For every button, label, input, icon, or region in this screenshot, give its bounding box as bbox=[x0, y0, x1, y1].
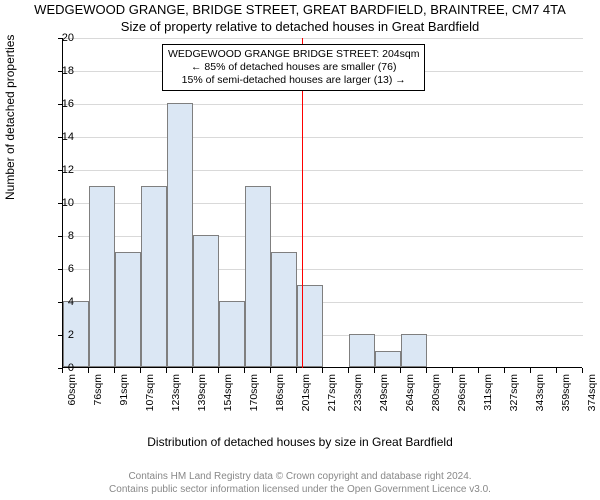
x-axis-label: Distribution of detached houses by size … bbox=[0, 435, 600, 449]
xtick-label: 91sqm bbox=[118, 374, 130, 422]
xtick-mark bbox=[270, 368, 271, 373]
xtick-mark bbox=[322, 368, 323, 373]
chart-container: WEDGEWOOD GRANGE, BRIDGE STREET, GREAT B… bbox=[0, 0, 600, 500]
ytick-label: 2 bbox=[44, 329, 74, 341]
xtick-label: 123sqm bbox=[170, 374, 182, 422]
xtick-mark bbox=[192, 368, 193, 373]
annotation-line2: ← 85% of detached houses are smaller (76… bbox=[168, 61, 419, 74]
ytick-label: 20 bbox=[44, 32, 74, 44]
footer-line2: Contains public sector information licen… bbox=[0, 484, 600, 497]
annotation-box: WEDGEWOOD GRANGE BRIDGE STREET: 204sqm ←… bbox=[162, 44, 425, 91]
histogram-bar bbox=[349, 334, 375, 367]
xtick-label: 107sqm bbox=[144, 374, 156, 422]
footer-line1: Contains HM Land Registry data © Crown c… bbox=[0, 471, 600, 484]
xtick-mark bbox=[504, 368, 505, 373]
annotation-line1: WEDGEWOOD GRANGE BRIDGE STREET: 204sqm bbox=[168, 48, 419, 61]
xtick-mark bbox=[218, 368, 219, 373]
xtick-label: 154sqm bbox=[222, 374, 234, 422]
histogram-bar bbox=[167, 103, 193, 367]
annotation-line3: 15% of semi-detached houses are larger (… bbox=[168, 74, 419, 87]
histogram-bar bbox=[375, 351, 401, 368]
xtick-label: 280sqm bbox=[430, 374, 442, 422]
xtick-label: 374sqm bbox=[586, 374, 598, 422]
ytick-label: 12 bbox=[44, 164, 74, 176]
xtick-label: 249sqm bbox=[378, 374, 390, 422]
chart-title-line1: WEDGEWOOD GRANGE, BRIDGE STREET, GREAT B… bbox=[0, 2, 600, 17]
ytick-label: 18 bbox=[44, 65, 74, 77]
xtick-label: 76sqm bbox=[92, 374, 104, 422]
xtick-mark bbox=[114, 368, 115, 373]
histogram-bar bbox=[245, 186, 271, 368]
xtick-mark bbox=[478, 368, 479, 373]
ytick-label: 16 bbox=[44, 98, 74, 110]
plot-area: WEDGEWOOD GRANGE BRIDGE STREET: 204sqm ←… bbox=[62, 38, 582, 368]
xtick-mark bbox=[556, 368, 557, 373]
y-axis-label: Number of detached properties bbox=[3, 35, 17, 200]
xtick-mark bbox=[530, 368, 531, 373]
xtick-label: 139sqm bbox=[196, 374, 208, 422]
xtick-label: 217sqm bbox=[326, 374, 338, 422]
xtick-mark bbox=[582, 368, 583, 373]
xtick-label: 343sqm bbox=[534, 374, 546, 422]
xtick-mark bbox=[400, 368, 401, 373]
xtick-label: 311sqm bbox=[482, 374, 494, 422]
xtick-label: 359sqm bbox=[560, 374, 572, 422]
histogram-bar bbox=[89, 186, 115, 368]
xtick-label: 201sqm bbox=[300, 374, 312, 422]
ytick-label: 0 bbox=[44, 362, 74, 374]
histogram-bar bbox=[401, 334, 427, 367]
xtick-mark bbox=[88, 368, 89, 373]
xtick-label: 186sqm bbox=[274, 374, 286, 422]
xtick-mark bbox=[452, 368, 453, 373]
ytick-label: 6 bbox=[44, 263, 74, 275]
histogram-bar bbox=[271, 252, 297, 368]
xtick-mark bbox=[166, 368, 167, 373]
chart-title-line2: Size of property relative to detached ho… bbox=[0, 19, 600, 34]
xtick-mark bbox=[426, 368, 427, 373]
histogram-bar bbox=[115, 252, 141, 368]
xtick-mark bbox=[244, 368, 245, 373]
xtick-mark bbox=[140, 368, 141, 373]
xtick-label: 60sqm bbox=[66, 374, 78, 422]
xtick-label: 233sqm bbox=[352, 374, 364, 422]
ytick-label: 4 bbox=[44, 296, 74, 308]
xtick-mark bbox=[374, 368, 375, 373]
histogram-bar bbox=[141, 186, 167, 368]
xtick-label: 170sqm bbox=[248, 374, 260, 422]
xtick-label: 296sqm bbox=[456, 374, 468, 422]
xtick-mark bbox=[62, 368, 63, 373]
ytick-label: 8 bbox=[44, 230, 74, 242]
xtick-mark bbox=[296, 368, 297, 373]
ytick-label: 14 bbox=[44, 131, 74, 143]
histogram-bar bbox=[193, 235, 219, 367]
xtick-label: 264sqm bbox=[404, 374, 416, 422]
histogram-bar bbox=[219, 301, 245, 367]
ytick-label: 10 bbox=[44, 197, 74, 209]
footer-attribution: Contains HM Land Registry data © Crown c… bbox=[0, 471, 600, 496]
xtick-mark bbox=[348, 368, 349, 373]
xtick-label: 327sqm bbox=[508, 374, 520, 422]
